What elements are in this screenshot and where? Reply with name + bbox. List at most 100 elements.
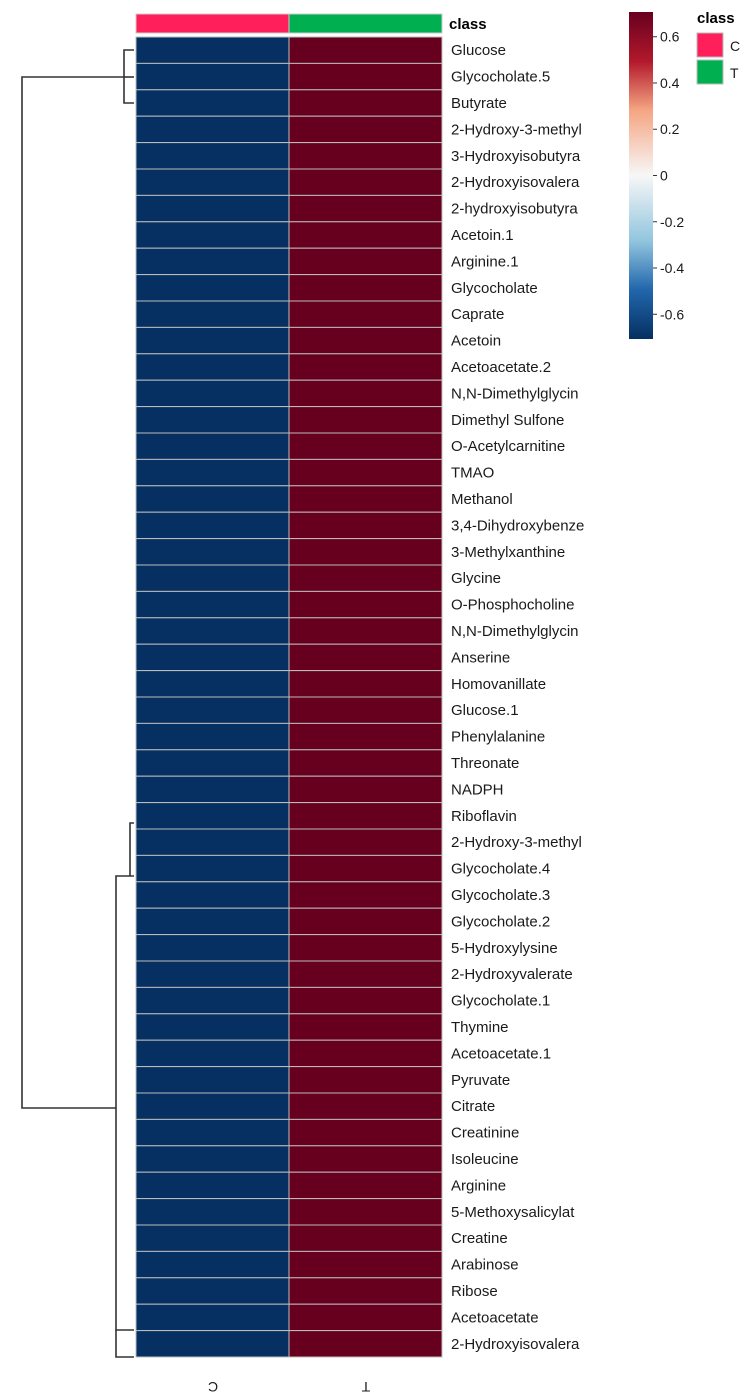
- row-label: 5-Methoxysalicylat: [451, 1204, 575, 1221]
- legend-title: class: [697, 10, 735, 27]
- row-label: Arabinose: [451, 1257, 519, 1274]
- heatmap-cell: [288, 326, 443, 355]
- heatmap-cell: [135, 1013, 290, 1041]
- heatmap-cell: [288, 1092, 443, 1120]
- row-label: O-Phosphocholine: [451, 597, 574, 614]
- heatmap-cell: [135, 326, 290, 355]
- heatmap-cell: [135, 722, 290, 751]
- row-label: Glycocholate: [451, 280, 538, 297]
- dendrogram-root: [21, 76, 124, 1109]
- row-label: Acetoacetate: [451, 1309, 539, 1326]
- heatmap-cell: [135, 1250, 290, 1279]
- heatmap-cell: [288, 89, 443, 117]
- row-label: N,N-Dimethylglycin: [451, 623, 579, 640]
- heatmap-cell: [135, 62, 290, 91]
- heatmap-cell: [135, 432, 290, 460]
- row-label: Acetoacetate.2: [451, 359, 551, 376]
- heatmap-cell: [288, 406, 443, 434]
- colorbar-tick-label: -0.6: [660, 306, 684, 322]
- heatmap-cell: [135, 1303, 290, 1332]
- heatmap-cell: [135, 854, 290, 883]
- heatmap-cell: [135, 1330, 290, 1358]
- column-label-T: T: [361, 1379, 370, 1394]
- heatmap-cell: [288, 1013, 443, 1041]
- row-label: Caprate: [451, 306, 504, 323]
- row-label: Arginine.1: [451, 253, 519, 270]
- heatmap-cell: [135, 274, 290, 302]
- row-label: Ribose: [451, 1283, 498, 1300]
- heatmap-cell: [288, 353, 443, 381]
- row-label: N,N-Dimethylglycin: [451, 385, 579, 402]
- heatmap-cell: [135, 1092, 290, 1120]
- row-label: Methanol: [451, 491, 513, 508]
- heatmap-cell: [135, 986, 290, 1015]
- heatmap-cell: [288, 1171, 443, 1200]
- column-label-C: C: [208, 1379, 218, 1394]
- heatmap-cell: [135, 379, 290, 408]
- heatmap-cell: [135, 538, 290, 566]
- row-label: Dimethyl Sulfone: [451, 412, 564, 429]
- heatmap-cell: [288, 458, 443, 487]
- class-annotation-T: [288, 13, 443, 34]
- row-label: Glucose.1: [451, 702, 519, 719]
- row-label: Glycocholate.5: [451, 69, 550, 86]
- heatmap-cell: [135, 1145, 290, 1173]
- heatmap-cell: [288, 1224, 443, 1252]
- row-label: Pyruvate: [451, 1072, 510, 1089]
- heatmap-cell: [135, 89, 290, 117]
- row-label: Homovanillate: [451, 676, 546, 693]
- heatmap-cell: [288, 221, 443, 249]
- row-label: NADPH: [451, 781, 504, 798]
- heatmap-cell: [135, 643, 290, 672]
- heatmap-cell: [135, 749, 290, 777]
- heatmap-cell: [135, 168, 290, 196]
- row-label: 2-Hydroxyvalerate: [451, 966, 573, 983]
- row-label: Glycocholate.1: [451, 993, 550, 1010]
- heatmap-cell: [288, 986, 443, 1015]
- dendrogram-bottom-cluster: [115, 875, 134, 1331]
- row-label: Glucose: [451, 42, 506, 59]
- heatmap-cell: [288, 538, 443, 566]
- heatmap-cell: [288, 590, 443, 619]
- row-label: Acetoacetate.1: [451, 1045, 551, 1062]
- heatmap-cell: [135, 960, 290, 988]
- row-label: TMAO: [451, 465, 494, 482]
- heatmap-cell: [288, 1303, 443, 1332]
- heatmap-cell: [288, 881, 443, 909]
- row-label: Glycocholate.4: [451, 861, 550, 878]
- heatmap-cell: [135, 485, 290, 513]
- legend-label-C: C: [730, 38, 740, 54]
- heatmap-cell: [288, 247, 443, 276]
- heatmap-cell: [135, 406, 290, 434]
- heatmap-cell: [135, 802, 290, 830]
- legend-swatch-C: [696, 32, 724, 58]
- row-label: 3,4-Dihydroxybenze: [451, 517, 584, 534]
- heatmap-cell: [135, 934, 290, 962]
- colorbar-tick-label: 0: [660, 168, 668, 184]
- row-label: Glycocholate.3: [451, 887, 550, 904]
- dendrogram-bottom-upper: [129, 822, 134, 876]
- class-annotation-C: [135, 13, 290, 34]
- heatmap-cell: [288, 828, 443, 856]
- heatmap-cell: [135, 696, 290, 724]
- legend-swatch-T: [696, 59, 724, 85]
- legend-label-T: T: [730, 65, 739, 81]
- row-label: 2-hydroxyisobutyra: [451, 201, 578, 218]
- row-label: Threonate: [451, 755, 519, 772]
- row-label: Isoleucine: [451, 1151, 519, 1168]
- heatmap-cell: [288, 194, 443, 223]
- heatmap-cell: [288, 485, 443, 513]
- row-label: 3-Hydroxyisobutyra: [451, 148, 581, 165]
- heatmap-cell: [288, 749, 443, 777]
- row-label: 2-Hydroxyisovalera: [451, 174, 580, 191]
- class-annotation-bar: class: [135, 13, 487, 34]
- heatmap-cell: [135, 353, 290, 381]
- heatmap-cell: [288, 432, 443, 460]
- heatmap-cell: [135, 511, 290, 540]
- row-label: Creatine: [451, 1230, 508, 1247]
- row-label: Arginine: [451, 1177, 506, 1194]
- colorbar-tick-label: -0.4: [660, 260, 684, 276]
- row-label: 2-Hydroxy-3-methyl: [451, 834, 582, 851]
- colorbar-gradient: [629, 12, 653, 339]
- heatmap-cell: [135, 142, 290, 170]
